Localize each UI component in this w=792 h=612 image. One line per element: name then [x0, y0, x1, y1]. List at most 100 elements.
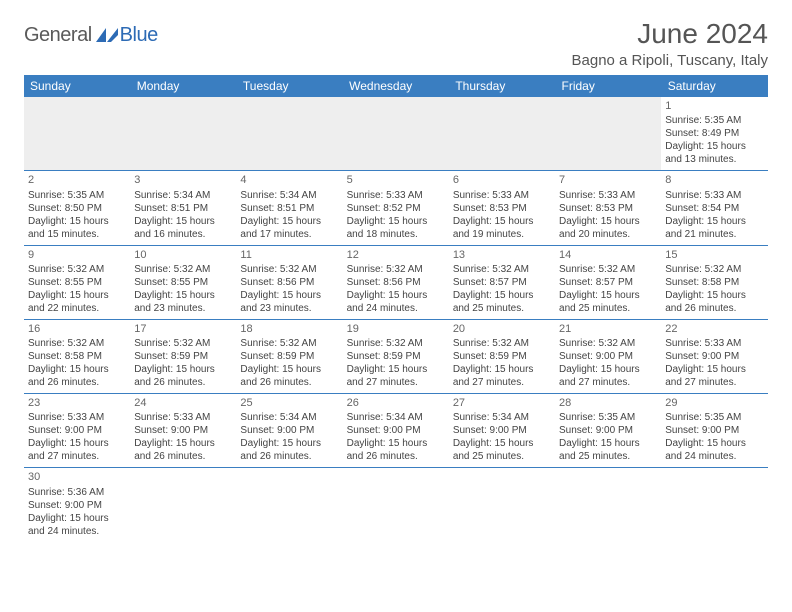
sunrise-line: Sunrise: 5:34 AM — [240, 189, 338, 202]
calendar-week-row: 23Sunrise: 5:33 AMSunset: 9:00 PMDayligh… — [24, 394, 768, 468]
calendar-cell: 17Sunrise: 5:32 AMSunset: 8:59 PMDayligh… — [130, 319, 236, 393]
location: Bagno a Ripoli, Tuscany, Italy — [572, 52, 769, 69]
calendar-cell: 16Sunrise: 5:32 AMSunset: 8:58 PMDayligh… — [24, 319, 130, 393]
calendar-cell: 23Sunrise: 5:33 AMSunset: 9:00 PMDayligh… — [24, 394, 130, 468]
sunrise-line: Sunrise: 5:34 AM — [347, 411, 445, 424]
sunrise-line: Sunrise: 5:33 AM — [347, 189, 445, 202]
calendar-cell: 26Sunrise: 5:34 AMSunset: 9:00 PMDayligh… — [343, 394, 449, 468]
daylight-line: Daylight: 15 hours and 26 minutes. — [347, 437, 445, 463]
daylight-line: Daylight: 15 hours and 26 minutes. — [134, 437, 232, 463]
logo-flag-icon — [96, 28, 118, 44]
day-number: 25 — [240, 396, 338, 410]
sunset-line: Sunset: 8:56 PM — [240, 276, 338, 289]
sunset-line: Sunset: 8:50 PM — [28, 202, 126, 215]
daylight-line: Daylight: 15 hours and 21 minutes. — [665, 215, 763, 241]
sunrise-line: Sunrise: 5:32 AM — [240, 263, 338, 276]
sunset-line: Sunset: 8:56 PM — [347, 276, 445, 289]
calendar-cell — [449, 468, 555, 542]
daylight-line: Daylight: 15 hours and 15 minutes. — [28, 215, 126, 241]
day-number: 29 — [665, 396, 763, 410]
calendar-week-row: 16Sunrise: 5:32 AMSunset: 8:58 PMDayligh… — [24, 319, 768, 393]
day-number: 1 — [665, 99, 763, 113]
daylight-line: Daylight: 15 hours and 25 minutes. — [453, 289, 551, 315]
daylight-line: Daylight: 15 hours and 17 minutes. — [240, 215, 338, 241]
sunrise-line: Sunrise: 5:32 AM — [134, 337, 232, 350]
calendar-body: 1Sunrise: 5:35 AMSunset: 8:49 PMDaylight… — [24, 97, 768, 542]
day-number: 26 — [347, 396, 445, 410]
day-number: 9 — [28, 248, 126, 262]
calendar-cell: 24Sunrise: 5:33 AMSunset: 9:00 PMDayligh… — [130, 394, 236, 468]
calendar-cell: 8Sunrise: 5:33 AMSunset: 8:54 PMDaylight… — [661, 171, 767, 245]
sunset-line: Sunset: 8:51 PM — [134, 202, 232, 215]
day-number: 12 — [347, 248, 445, 262]
calendar-cell — [343, 97, 449, 171]
sunset-line: Sunset: 8:55 PM — [134, 276, 232, 289]
day-number: 20 — [453, 322, 551, 336]
calendar-cell: 18Sunrise: 5:32 AMSunset: 8:59 PMDayligh… — [236, 319, 342, 393]
sunset-line: Sunset: 9:00 PM — [559, 350, 657, 363]
calendar-week-row: 2Sunrise: 5:35 AMSunset: 8:50 PMDaylight… — [24, 171, 768, 245]
calendar-cell — [236, 468, 342, 542]
sunset-line: Sunset: 9:00 PM — [559, 424, 657, 437]
sunrise-line: Sunrise: 5:32 AM — [28, 263, 126, 276]
sunset-line: Sunset: 8:58 PM — [665, 276, 763, 289]
calendar-cell: 10Sunrise: 5:32 AMSunset: 8:55 PMDayligh… — [130, 245, 236, 319]
calendar-cell: 7Sunrise: 5:33 AMSunset: 8:53 PMDaylight… — [555, 171, 661, 245]
weekday-header: Wednesday — [343, 75, 449, 97]
calendar-cell: 20Sunrise: 5:32 AMSunset: 8:59 PMDayligh… — [449, 319, 555, 393]
calendar-cell — [24, 97, 130, 171]
calendar-cell: 3Sunrise: 5:34 AMSunset: 8:51 PMDaylight… — [130, 171, 236, 245]
sunrise-line: Sunrise: 5:33 AM — [665, 189, 763, 202]
sunset-line: Sunset: 9:00 PM — [240, 424, 338, 437]
sunrise-line: Sunrise: 5:32 AM — [240, 337, 338, 350]
calendar-cell — [236, 97, 342, 171]
sunrise-line: Sunrise: 5:35 AM — [28, 189, 126, 202]
day-number: 5 — [347, 173, 445, 187]
daylight-line: Daylight: 15 hours and 27 minutes. — [559, 363, 657, 389]
day-number: 16 — [28, 322, 126, 336]
sunset-line: Sunset: 8:59 PM — [134, 350, 232, 363]
sunrise-line: Sunrise: 5:34 AM — [240, 411, 338, 424]
calendar-cell: 11Sunrise: 5:32 AMSunset: 8:56 PMDayligh… — [236, 245, 342, 319]
calendar-cell: 29Sunrise: 5:35 AMSunset: 9:00 PMDayligh… — [661, 394, 767, 468]
calendar-cell: 22Sunrise: 5:33 AMSunset: 9:00 PMDayligh… — [661, 319, 767, 393]
day-number: 14 — [559, 248, 657, 262]
sunset-line: Sunset: 8:55 PM — [28, 276, 126, 289]
sunset-line: Sunset: 8:51 PM — [240, 202, 338, 215]
calendar-cell: 21Sunrise: 5:32 AMSunset: 9:00 PMDayligh… — [555, 319, 661, 393]
sunset-line: Sunset: 8:57 PM — [453, 276, 551, 289]
daylight-line: Daylight: 15 hours and 27 minutes. — [28, 437, 126, 463]
sunset-line: Sunset: 9:00 PM — [347, 424, 445, 437]
calendar-cell: 19Sunrise: 5:32 AMSunset: 8:59 PMDayligh… — [343, 319, 449, 393]
sunrise-line: Sunrise: 5:32 AM — [665, 263, 763, 276]
sunrise-line: Sunrise: 5:32 AM — [347, 337, 445, 350]
sunrise-line: Sunrise: 5:33 AM — [134, 411, 232, 424]
day-number: 21 — [559, 322, 657, 336]
sunset-line: Sunset: 8:57 PM — [559, 276, 657, 289]
header: General Blue June 2024 Bagno a Ripoli, T… — [24, 18, 768, 69]
weekday-header: Thursday — [449, 75, 555, 97]
calendar-week-row: 1Sunrise: 5:35 AMSunset: 8:49 PMDaylight… — [24, 97, 768, 171]
sunrise-line: Sunrise: 5:32 AM — [28, 337, 126, 350]
day-number: 17 — [134, 322, 232, 336]
sunrise-line: Sunrise: 5:33 AM — [28, 411, 126, 424]
weekday-header: Saturday — [661, 75, 767, 97]
day-number: 2 — [28, 173, 126, 187]
sunrise-line: Sunrise: 5:32 AM — [453, 337, 551, 350]
day-number: 8 — [665, 173, 763, 187]
calendar-cell — [130, 468, 236, 542]
sunset-line: Sunset: 9:00 PM — [28, 499, 126, 512]
daylight-line: Daylight: 15 hours and 24 minutes. — [347, 289, 445, 315]
daylight-line: Daylight: 15 hours and 16 minutes. — [134, 215, 232, 241]
daylight-line: Daylight: 15 hours and 19 minutes. — [453, 215, 551, 241]
sunrise-line: Sunrise: 5:35 AM — [665, 411, 763, 424]
sunrise-line: Sunrise: 5:33 AM — [665, 337, 763, 350]
calendar-cell — [555, 97, 661, 171]
calendar-week-row: 9Sunrise: 5:32 AMSunset: 8:55 PMDaylight… — [24, 245, 768, 319]
calendar-cell: 28Sunrise: 5:35 AMSunset: 9:00 PMDayligh… — [555, 394, 661, 468]
sunset-line: Sunset: 8:59 PM — [347, 350, 445, 363]
day-number: 28 — [559, 396, 657, 410]
sunset-line: Sunset: 8:53 PM — [453, 202, 551, 215]
day-number: 30 — [28, 470, 126, 484]
title-block: June 2024 Bagno a Ripoli, Tuscany, Italy — [572, 18, 769, 69]
